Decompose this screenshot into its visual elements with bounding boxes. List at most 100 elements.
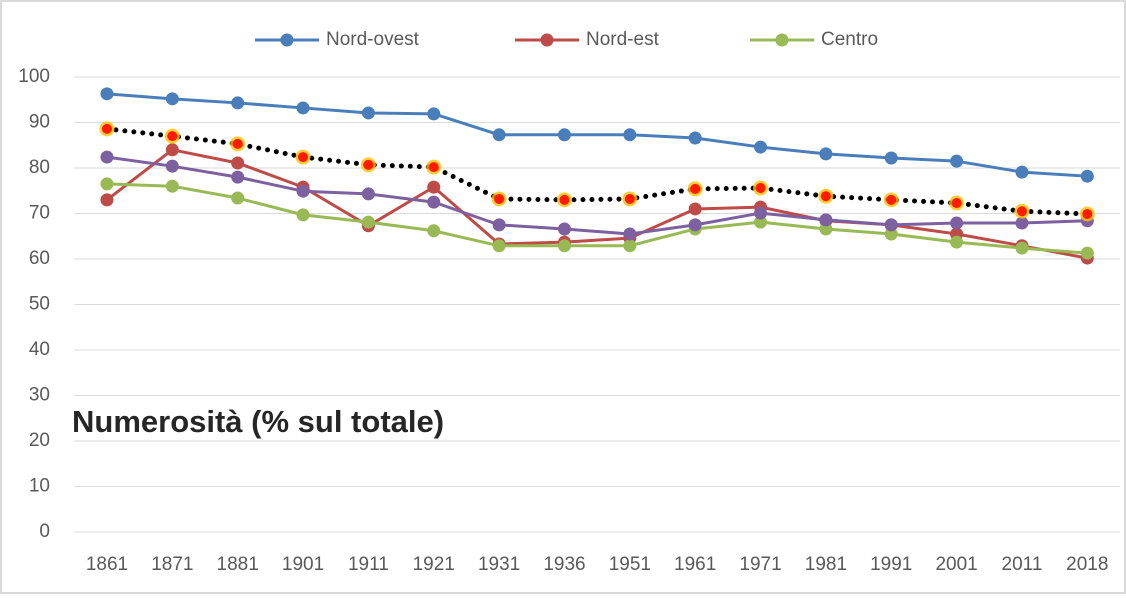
marker [167,131,178,142]
marker [559,194,570,205]
y-tick-label: 50 [29,294,50,315]
y-tick-label: 20 [29,430,50,451]
marker [100,150,114,164]
x-tick-label: 1911 [348,554,389,575]
marker [623,128,637,142]
x-tick-label: 1861 [86,554,128,575]
marker [492,239,506,253]
legend-label: Nord-est [586,29,660,50]
legend-label: Centro [821,29,878,50]
marker [688,218,702,232]
x-tick-label: 1961 [674,554,716,575]
marker [819,222,833,236]
x-tick-label: 1931 [478,554,520,575]
marker [886,194,897,205]
y-tick-label: 0 [39,521,50,542]
marker [624,193,635,204]
marker [950,235,964,249]
marker [754,215,768,229]
marker [755,183,766,194]
series-line [105,92,1089,178]
marker [427,195,441,209]
marker [361,106,375,120]
x-tick-label: 1881 [217,554,259,575]
marker [100,87,114,101]
marker [296,101,310,115]
marker [231,96,245,110]
x-tick-label: 1991 [870,554,912,575]
legend-marker [280,33,294,47]
marker [1080,169,1094,183]
legend-label: Nord-ovest [326,29,420,50]
y-tick-label: 30 [29,385,50,406]
series-line [105,155,1089,236]
marker [557,128,571,142]
marker [951,198,962,209]
x-tick-label: 1981 [805,554,847,575]
marker [820,191,831,202]
marker [361,187,375,201]
y-tick-label: 100 [18,66,50,87]
marker [754,206,768,220]
marker [428,162,439,173]
marker [690,183,701,194]
x-tick-label: 1971 [739,554,781,575]
marker [884,227,898,241]
marker [296,184,310,198]
marker [363,159,374,170]
x-tick-label: 1901 [282,554,324,575]
marker [232,138,243,149]
series-line [105,148,1089,260]
legend-marker [540,33,554,47]
marker [427,107,441,121]
x-tick-label: 2001 [935,554,977,575]
marker [165,159,179,173]
marker [950,216,964,230]
marker [623,227,637,241]
marker [1015,216,1029,230]
marker [165,143,179,157]
x-tick-label: 2018 [1066,554,1108,575]
marker [1082,208,1093,219]
marker [1015,241,1029,255]
x-tick-label: 2011 [1002,554,1043,575]
legend-marker [775,33,789,47]
series-line [105,182,1089,255]
marker [819,147,833,161]
marker [100,193,114,207]
x-tick-label: 1871 [151,554,193,575]
marker [298,152,309,163]
marker [623,239,637,253]
marker [427,180,441,194]
marker [494,193,505,204]
x-tick-label: 1936 [543,554,585,575]
marker [819,213,833,227]
annotation: Numerosità (% sul totale) [72,404,444,439]
series-line [104,126,1090,217]
y-tick-label: 60 [29,248,50,269]
marker [1080,246,1094,260]
marker [884,151,898,165]
y-tick-label: 80 [29,157,50,178]
y-tick-label: 10 [29,476,50,497]
marker [100,177,114,191]
marker [950,154,964,168]
marker [688,202,702,216]
y-tick-label: 90 [29,112,50,133]
marker [884,218,898,232]
marker [361,215,375,229]
marker [231,191,245,205]
marker [557,239,571,253]
marker [427,224,441,238]
x-tick-label: 1951 [609,554,651,575]
marker [557,222,571,236]
marker [231,170,245,184]
y-tick-label: 40 [29,339,50,360]
marker [754,140,768,154]
marker [296,208,310,222]
marker [231,156,245,170]
marker [688,131,702,145]
marker [1016,206,1027,217]
